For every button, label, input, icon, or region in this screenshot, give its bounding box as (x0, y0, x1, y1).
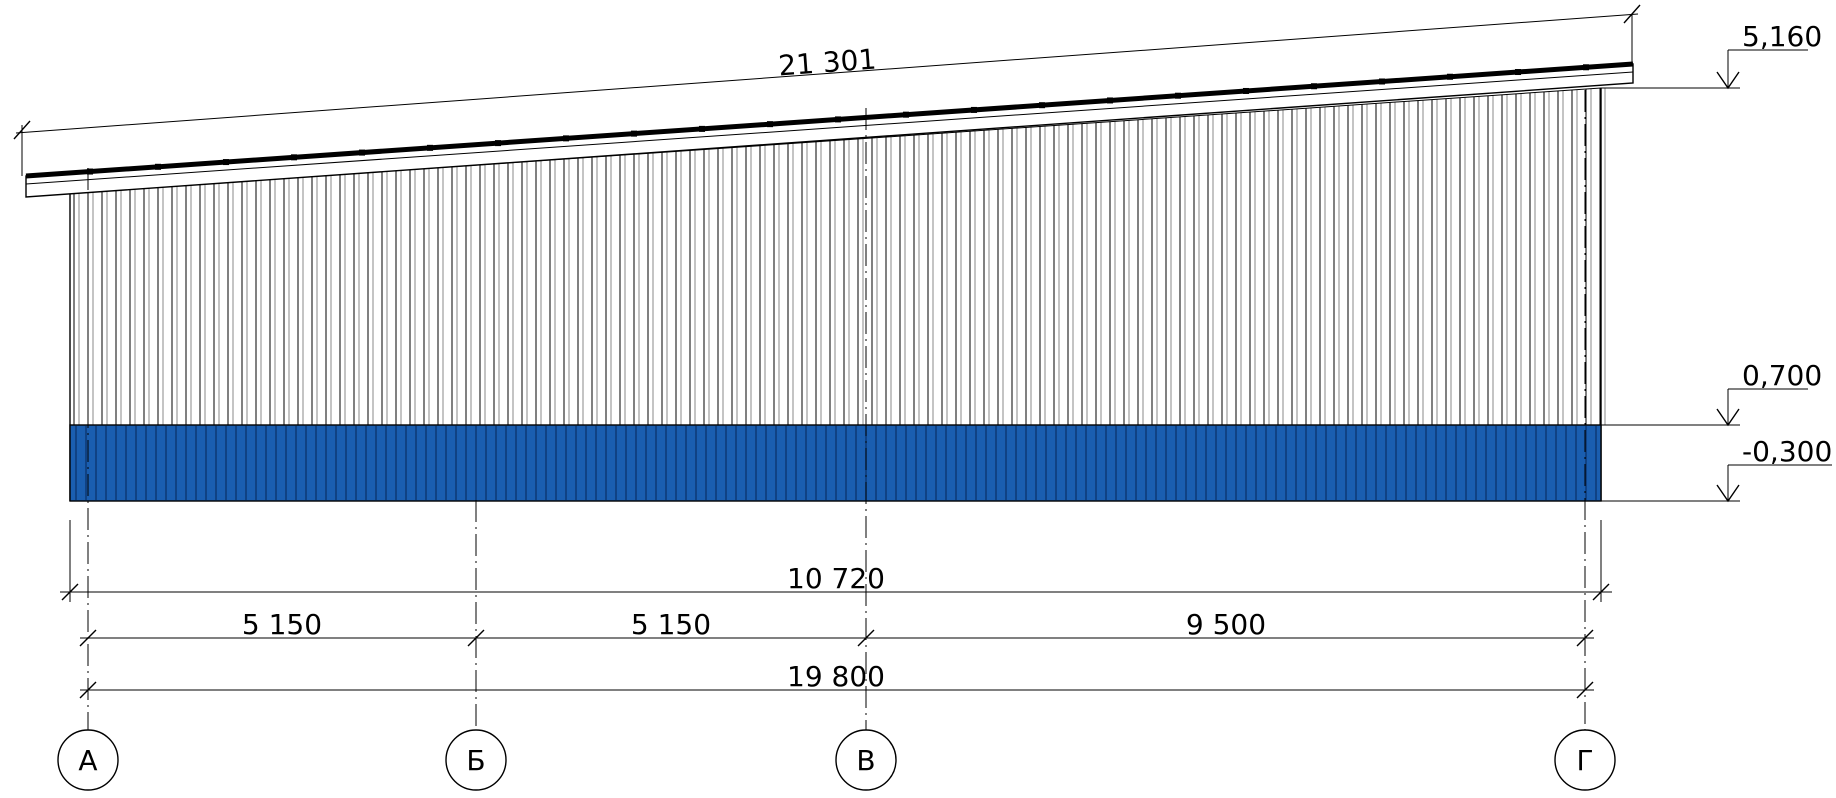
slash-tick-icon (857, 629, 875, 647)
dimension-row-overall-a-g: 19 800 (79, 660, 1594, 699)
circle-axis-marker-icon (1554, 729, 1616, 791)
circle-axis-marker-icon (57, 729, 119, 791)
slash-tick-icon (79, 629, 97, 647)
roof-fasteners (87, 64, 1589, 175)
dimension-row-spans: 5 150 5 150 9 500 (79, 608, 1594, 647)
roof-fastener (903, 111, 909, 118)
roof-fastener (1379, 78, 1385, 85)
roof-fastener (835, 116, 841, 123)
roof-fastener (563, 135, 569, 142)
dimension-overall-a-v-value: 10 720 (787, 562, 885, 595)
roof-fastener (971, 106, 977, 113)
axis-marker-g: Г (1554, 729, 1616, 791)
roof-fastener (495, 140, 501, 147)
corrugated-wall-cladding (73, 87, 1606, 425)
span-a-b-value: 5 150 (242, 608, 322, 641)
roof-fastener (359, 149, 365, 156)
level-ground-label: -0,300 (1742, 435, 1832, 468)
roof-fastener (1107, 97, 1113, 104)
slash-tick-icon (1623, 4, 1641, 24)
roof-fastener (87, 168, 93, 175)
axis-g-label: Г (1576, 744, 1593, 777)
slash-tick-icon (13, 120, 31, 140)
roof-fastener (1243, 87, 1249, 94)
roof-fastener (1515, 69, 1521, 76)
roof-fastener (1583, 64, 1589, 71)
roof-length-value: 21 301 (777, 43, 877, 83)
slash-tick-icon (1592, 583, 1610, 601)
roof-fastener (291, 154, 297, 161)
roof-fastener (155, 163, 161, 170)
axis-marker-v: В (835, 729, 897, 791)
slash-tick-icon (61, 583, 79, 601)
roof-fastener (1175, 92, 1181, 99)
level-mark-plinth-top: 0,700 (1601, 359, 1822, 427)
slash-tick-icon (1576, 681, 1594, 699)
axis-b-label: Б (466, 744, 485, 777)
axis-a-label: А (78, 744, 97, 777)
circle-axis-marker-icon (835, 729, 897, 791)
level-roof-label: 5,160 (1742, 20, 1822, 53)
dimension-overall-a-g-value: 19 800 (787, 660, 885, 693)
roof-fastener (767, 121, 773, 128)
roof-length-dimension: 21 301 (13, 4, 1641, 176)
grid-axis-lines (87, 90, 1586, 730)
level-mark-roof: 5,160 (1601, 20, 1822, 90)
roof-fastener (699, 125, 705, 132)
axis-marker-a: А (57, 729, 119, 791)
roof-fastener (427, 144, 433, 151)
dimension-row-overall-a-v: 10 720 (60, 520, 1612, 602)
roof-fastener (1311, 83, 1317, 90)
roof-fastener (1039, 102, 1045, 109)
slash-tick-icon (79, 681, 97, 699)
plinth-band (69, 424, 1602, 502)
slash-tick-icon (467, 629, 485, 647)
axis-marker-b: Б (445, 729, 507, 791)
roof-fastener (631, 130, 637, 137)
level-plinth-top-label: 0,700 (1742, 359, 1822, 392)
span-b-v-value: 5 150 (631, 608, 711, 641)
roof-slab (25, 61, 1634, 198)
level-mark-ground: -0,300 (1601, 435, 1832, 503)
span-v-g-value: 9 500 (1186, 608, 1266, 641)
roof-fastener (223, 159, 229, 166)
slash-tick-icon (1576, 629, 1594, 647)
roof-fastener (1447, 73, 1453, 80)
axis-v-label: В (856, 744, 875, 777)
circle-axis-marker-icon (445, 729, 507, 791)
